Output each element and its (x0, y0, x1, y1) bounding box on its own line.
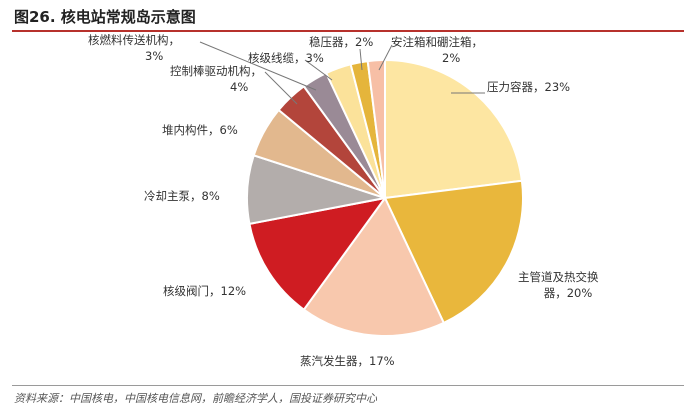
slice-label-1: 压力容器，23% (487, 80, 570, 94)
slice-label-5: 冷却主泵，8% (144, 189, 220, 203)
slice-label-4: 核级阀门，12% (163, 284, 246, 298)
slice-label-11-line2: 2% (442, 51, 460, 65)
slice-label-8-line2: 3% (145, 49, 163, 63)
slice-label-10: 稳压器，2% (309, 35, 373, 49)
slice-label-6: 堆内构件，6% (162, 123, 238, 137)
slice-label-8: 核燃料传送机构， (88, 33, 180, 47)
source-note: 资料来源：中国核电，中国核电信息网，前瞻经济学人，国投证券研究中心 (14, 392, 377, 405)
pie-slice-2 (383, 179, 524, 325)
leader-line-10 (359, 48, 363, 71)
slice-label-7: 控制棒驱动机构， (170, 64, 262, 78)
slice-label-9: 核级线缆，3% (248, 51, 324, 65)
title-divider (12, 30, 684, 32)
slice-label-2-line2: 器，20% (544, 286, 593, 300)
pie-slice-3 (302, 196, 446, 337)
leader-line-8 (199, 41, 317, 91)
chart-title: 图26. 核电站常规岛示意图 (14, 8, 196, 26)
pie-slice-1 (384, 58, 524, 200)
source-divider (12, 385, 684, 386)
slice-label-2: 主管道及热交换 (518, 270, 599, 284)
slice-label-11: 安注箱和硼注箱， (391, 35, 483, 49)
leader-line-7 (264, 71, 298, 105)
slice-label-3: 蒸汽发生器，17% (300, 354, 395, 368)
pie-slice-4 (248, 196, 388, 312)
leader-line-9 (304, 59, 333, 81)
leader-line-11 (378, 44, 393, 71)
slice-label-7-line2: 4% (230, 80, 248, 94)
pie-slice-11 (366, 58, 386, 199)
